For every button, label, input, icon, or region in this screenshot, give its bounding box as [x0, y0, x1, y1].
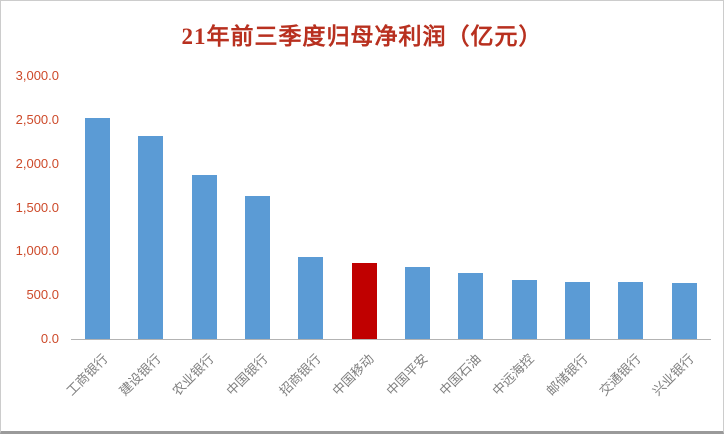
bar-slot: 交通银行 — [596, 76, 657, 399]
x-category-label: 交通银行 — [596, 351, 644, 399]
bar-2 — [138, 135, 164, 339]
bar-10 — [565, 282, 591, 339]
x-category-label: 中国银行 — [222, 351, 271, 399]
x-category-label: 邮储银行 — [542, 351, 591, 399]
bar-slot: 中国移动 — [330, 76, 391, 399]
x-category-label: 工商银行 — [63, 351, 111, 399]
bar-5 — [298, 256, 324, 339]
y-tick-label: 0.0 — [40, 331, 59, 346]
bar-11 — [618, 282, 644, 339]
bar-1 — [85, 118, 111, 339]
bar-12 — [671, 282, 697, 339]
bar-8 — [458, 273, 484, 339]
y-tick-label: 1,000.0 — [15, 243, 59, 259]
bar-3 — [191, 175, 217, 339]
plot-area: 工商银行 建设银行 农业银行 中国银行 招商银行 中国移动 中国平安 中国石油 中远海控 邮储银行… — [63, 76, 711, 399]
bar-slot: 兴业银行 — [650, 76, 711, 399]
bar-slot: 中国石油 — [436, 76, 497, 399]
bar-slot: 工商银行 — [63, 76, 124, 399]
y-axis-tick-labels: 3,000.0 2,500.0 2,000.0 1,500.0 1,000.0 500.0… — [1, 68, 63, 346]
bar-slot: 邮储银行 — [543, 76, 604, 399]
x-category-label: 兴业银行 — [649, 351, 698, 399]
x-category-label: 农业银行 — [169, 351, 218, 399]
bar-7 — [405, 267, 431, 339]
bar-slot: 中国平安 — [383, 76, 444, 399]
y-tick-label: 1,500.0 — [15, 199, 59, 215]
x-category-label: 建设银行 — [116, 351, 164, 399]
x-category-label: 中国移动 — [329, 351, 378, 399]
y-tick-label: 2,500.0 — [15, 111, 59, 127]
bar-slot: 中国银行 — [223, 76, 284, 399]
y-tick-label: 500.0 — [26, 287, 59, 303]
bar-slot: 建设银行 — [116, 76, 177, 399]
bar-slot: 招商银行 — [276, 76, 337, 399]
bar-slot: 中远海控 — [490, 76, 551, 399]
chart-title: 21年前三季度归母净利润（亿元） — [181, 24, 543, 49]
x-category-label: 中国平安 — [382, 351, 431, 399]
x-category-label: 中远海控 — [489, 351, 538, 399]
bar-slot: 农业银行 — [170, 76, 231, 399]
bar-9 — [511, 279, 537, 339]
bar-6 — [351, 262, 377, 339]
bar-4 — [245, 195, 271, 339]
x-category-label: 中国石油 — [436, 351, 484, 399]
y-tick-label: 3,000.0 — [15, 68, 59, 83]
y-tick-label: 2,000.0 — [15, 155, 59, 171]
x-category-label: 招商银行 — [276, 351, 324, 399]
